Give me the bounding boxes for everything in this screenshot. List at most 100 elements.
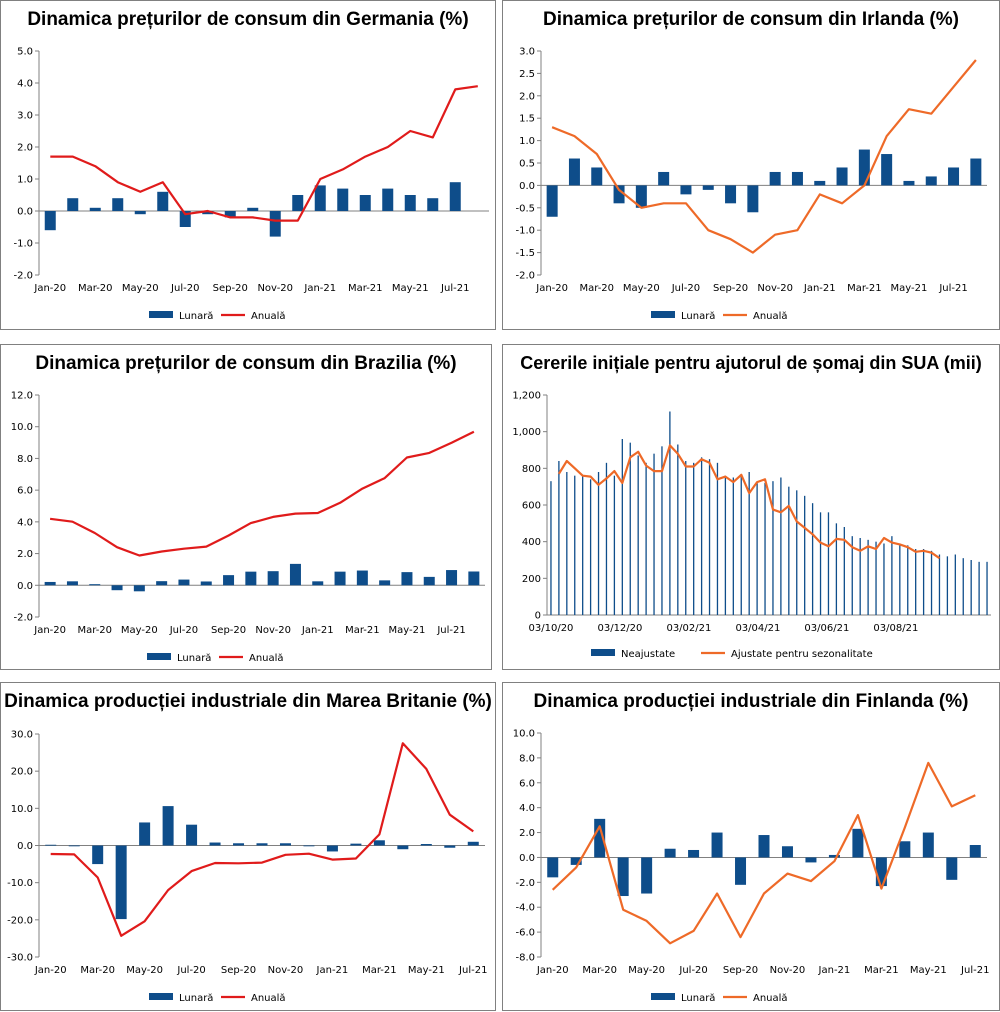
y-tick-label: 0 bbox=[535, 611, 541, 622]
panel-uk-industrial-production: Dinamica producției industriale din Mare… bbox=[0, 682, 496, 1011]
y-tick-label: 4.0 bbox=[17, 79, 33, 90]
bar bbox=[835, 523, 838, 615]
x-tick-label: May-21 bbox=[408, 965, 445, 976]
bar bbox=[547, 857, 559, 878]
y-tick-label: 0.0 bbox=[17, 841, 33, 852]
bar bbox=[224, 211, 236, 218]
y-tick-label: 12.0 bbox=[11, 391, 33, 402]
x-tick-label: Nov-20 bbox=[255, 625, 291, 636]
bar bbox=[133, 585, 145, 592]
x-tick-label: May-20 bbox=[623, 283, 660, 294]
bar bbox=[986, 561, 988, 615]
bar bbox=[969, 845, 981, 858]
y-tick-label: -2.0 bbox=[13, 613, 33, 624]
y-tick-label: -1.5 bbox=[515, 248, 535, 259]
bar bbox=[312, 581, 324, 586]
bar bbox=[597, 472, 600, 615]
bar bbox=[267, 571, 279, 586]
bar bbox=[44, 211, 56, 231]
y-tick-label: -1.0 bbox=[13, 239, 33, 250]
x-tick-label: Mar-20 bbox=[582, 965, 617, 976]
x-tick-label: May-21 bbox=[392, 283, 429, 294]
y-tick-label: 10.0 bbox=[11, 422, 33, 433]
bar bbox=[922, 832, 934, 858]
bar bbox=[788, 486, 790, 615]
y-tick-label: 1,200 bbox=[512, 391, 541, 402]
x-tick-label: Jan-21 bbox=[303, 283, 336, 294]
y-tick-label: 0.0 bbox=[17, 581, 33, 592]
bar bbox=[568, 158, 580, 186]
x-tick-label: Mar-20 bbox=[77, 625, 112, 636]
series-line bbox=[50, 742, 474, 937]
bar bbox=[661, 446, 663, 615]
bar bbox=[115, 845, 127, 920]
bar bbox=[680, 185, 692, 195]
y-tick-label: 800 bbox=[522, 464, 541, 475]
bar bbox=[811, 503, 814, 615]
panel-germany-cpi: Dinamica prețurilor de consum din German… bbox=[0, 0, 496, 330]
x-tick-label: 03/06/21 bbox=[804, 623, 849, 634]
bar bbox=[89, 584, 101, 586]
bar bbox=[796, 490, 798, 615]
bar bbox=[740, 475, 742, 615]
bar bbox=[605, 462, 608, 615]
x-tick-label: Mar-21 bbox=[847, 283, 882, 294]
x-tick-label: 03/08/21 bbox=[873, 623, 918, 634]
x-tick-label: Nov-20 bbox=[757, 283, 793, 294]
y-tick-label: -2.0 bbox=[13, 271, 33, 282]
bar bbox=[157, 191, 169, 211]
bar bbox=[289, 563, 301, 586]
x-tick-label: Jan-20 bbox=[33, 625, 66, 636]
y-tick-label: -8.0 bbox=[515, 953, 535, 964]
bar bbox=[851, 536, 853, 615]
bar bbox=[637, 455, 639, 615]
bar bbox=[653, 453, 655, 615]
bar bbox=[446, 570, 458, 586]
y-tick-label: 600 bbox=[522, 501, 541, 512]
bar bbox=[716, 462, 719, 615]
bar bbox=[677, 444, 679, 615]
series-line bbox=[551, 59, 977, 254]
bar bbox=[891, 536, 893, 615]
bar bbox=[45, 844, 57, 846]
x-tick-label: Sep-20 bbox=[213, 283, 248, 294]
bar bbox=[764, 483, 766, 615]
bar bbox=[688, 849, 700, 858]
y-tick-label: -2.0 bbox=[515, 271, 535, 282]
x-tick-label: 03/10/20 bbox=[529, 623, 574, 634]
bar bbox=[970, 560, 972, 615]
bar bbox=[256, 843, 268, 846]
bar bbox=[279, 843, 291, 846]
y-tick-label: 200 bbox=[522, 574, 541, 585]
bar bbox=[44, 581, 56, 586]
bar bbox=[747, 185, 759, 213]
y-tick-label: -0.5 bbox=[515, 203, 535, 214]
x-tick-label: Jul-21 bbox=[436, 625, 465, 636]
bar bbox=[359, 195, 371, 211]
x-tick-label: Mar-21 bbox=[864, 965, 899, 976]
y-tick-label: -1.0 bbox=[515, 226, 535, 237]
bar bbox=[397, 845, 409, 850]
x-tick-label: 03/04/21 bbox=[735, 623, 780, 634]
x-tick-label: Jul-20 bbox=[176, 965, 205, 976]
y-tick-label: 6.0 bbox=[519, 778, 535, 789]
bar bbox=[401, 572, 413, 586]
y-tick-label: 6.0 bbox=[17, 486, 33, 497]
chart-svg: 3.02.52.01.51.00.50.0-0.5-1.0-1.5-2.0Jan… bbox=[515, 47, 987, 322]
bar bbox=[269, 211, 281, 237]
y-tick-label: 0.5 bbox=[519, 159, 535, 170]
bar bbox=[423, 576, 435, 586]
bar bbox=[814, 180, 826, 186]
legend-label: Anuală bbox=[753, 993, 788, 1004]
bar bbox=[247, 207, 259, 211]
x-tick-label: Jul-21 bbox=[440, 283, 469, 294]
bar bbox=[711, 832, 723, 858]
y-tick-label: 3.0 bbox=[519, 47, 535, 58]
x-tick-label: 03/12/20 bbox=[597, 623, 642, 634]
bar bbox=[66, 581, 78, 586]
bar bbox=[111, 585, 123, 591]
bar bbox=[589, 479, 592, 615]
bar bbox=[546, 185, 558, 217]
bar bbox=[708, 459, 711, 615]
